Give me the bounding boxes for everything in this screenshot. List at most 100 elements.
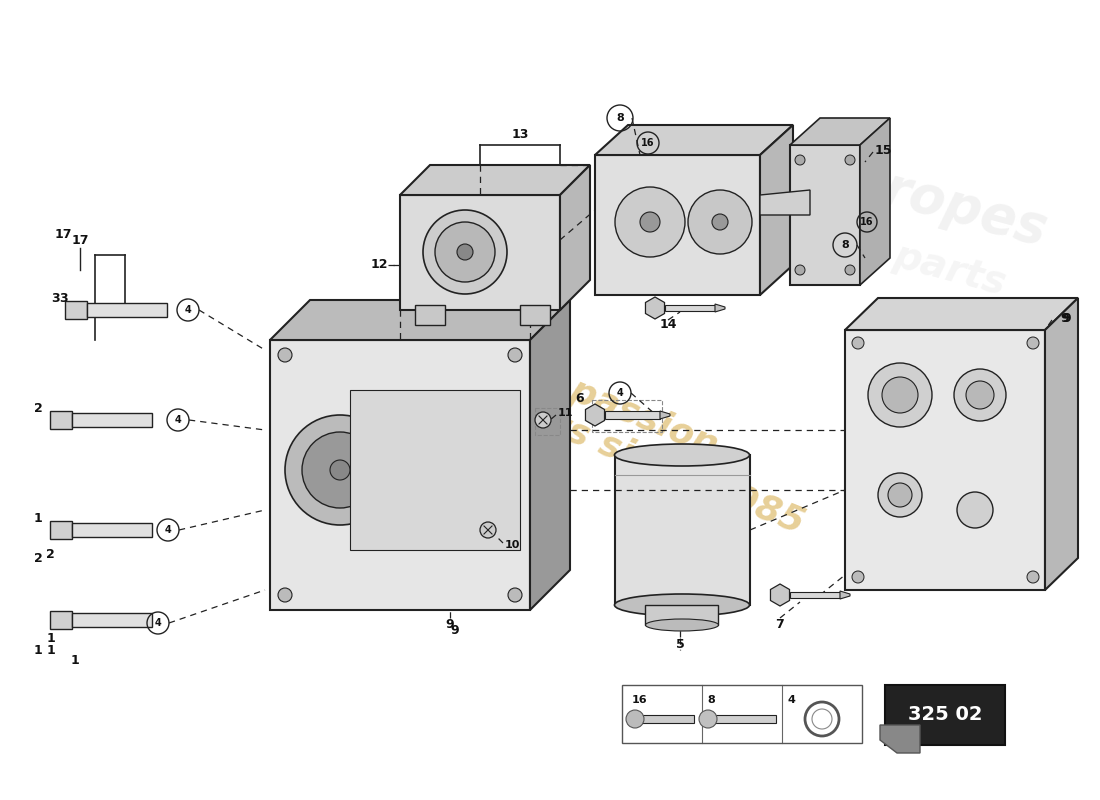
Polygon shape bbox=[760, 125, 793, 295]
Ellipse shape bbox=[646, 619, 718, 631]
Circle shape bbox=[285, 415, 395, 525]
Circle shape bbox=[508, 348, 522, 362]
Circle shape bbox=[434, 222, 495, 282]
Polygon shape bbox=[270, 340, 530, 610]
Polygon shape bbox=[605, 411, 660, 419]
Text: 16: 16 bbox=[632, 695, 648, 705]
Circle shape bbox=[795, 265, 805, 275]
Circle shape bbox=[535, 412, 551, 428]
Polygon shape bbox=[270, 300, 570, 340]
Text: 1: 1 bbox=[46, 631, 55, 645]
Polygon shape bbox=[845, 330, 1045, 590]
Text: 2: 2 bbox=[34, 402, 43, 414]
Polygon shape bbox=[560, 165, 590, 310]
Polygon shape bbox=[50, 611, 72, 629]
Circle shape bbox=[698, 710, 717, 728]
Text: 9: 9 bbox=[446, 618, 454, 631]
Text: 14: 14 bbox=[659, 318, 676, 331]
Polygon shape bbox=[350, 390, 520, 550]
Circle shape bbox=[688, 190, 752, 254]
Circle shape bbox=[845, 265, 855, 275]
Circle shape bbox=[966, 381, 994, 409]
Circle shape bbox=[452, 447, 468, 463]
Polygon shape bbox=[637, 715, 694, 723]
Text: 16: 16 bbox=[860, 217, 873, 227]
Text: 11: 11 bbox=[558, 408, 573, 418]
Polygon shape bbox=[615, 455, 750, 605]
Polygon shape bbox=[400, 165, 590, 195]
Text: 9: 9 bbox=[1062, 311, 1070, 325]
Polygon shape bbox=[585, 404, 605, 426]
Circle shape bbox=[852, 337, 864, 349]
Polygon shape bbox=[790, 118, 890, 145]
Circle shape bbox=[615, 187, 685, 257]
Circle shape bbox=[508, 588, 522, 602]
Polygon shape bbox=[770, 584, 790, 606]
Circle shape bbox=[1027, 337, 1040, 349]
Polygon shape bbox=[840, 591, 850, 599]
Circle shape bbox=[852, 571, 864, 583]
Text: 4: 4 bbox=[788, 695, 796, 705]
Circle shape bbox=[302, 432, 378, 508]
Polygon shape bbox=[65, 301, 87, 319]
Text: 4: 4 bbox=[185, 305, 191, 315]
Text: 4: 4 bbox=[617, 388, 624, 398]
Text: 9: 9 bbox=[1060, 311, 1068, 325]
Text: 7: 7 bbox=[776, 618, 784, 631]
Circle shape bbox=[954, 369, 1007, 421]
Polygon shape bbox=[50, 411, 72, 429]
Text: 8: 8 bbox=[707, 695, 715, 705]
Polygon shape bbox=[710, 715, 776, 723]
Polygon shape bbox=[880, 725, 920, 753]
Text: 16: 16 bbox=[641, 138, 654, 148]
Circle shape bbox=[456, 244, 473, 260]
Circle shape bbox=[878, 473, 922, 517]
Text: 2: 2 bbox=[46, 549, 55, 562]
Text: 2: 2 bbox=[34, 551, 43, 565]
Circle shape bbox=[278, 588, 292, 602]
Text: 4: 4 bbox=[175, 415, 182, 425]
Polygon shape bbox=[530, 300, 570, 610]
Circle shape bbox=[888, 483, 912, 507]
Polygon shape bbox=[790, 145, 860, 285]
Circle shape bbox=[640, 212, 660, 232]
Circle shape bbox=[626, 710, 644, 728]
Bar bbox=[886, 685, 1005, 745]
Polygon shape bbox=[520, 305, 550, 325]
Text: 17: 17 bbox=[72, 234, 89, 246]
Circle shape bbox=[712, 214, 728, 230]
Text: europes: europes bbox=[807, 144, 1053, 256]
Text: 15: 15 bbox=[874, 143, 892, 157]
Text: a passion
for parts since 1985: a passion for parts since 1985 bbox=[417, 319, 824, 541]
Circle shape bbox=[868, 363, 932, 427]
Ellipse shape bbox=[615, 444, 749, 466]
Text: 325 02: 325 02 bbox=[908, 706, 982, 725]
Text: 3: 3 bbox=[59, 291, 68, 305]
Circle shape bbox=[330, 460, 350, 480]
Polygon shape bbox=[845, 298, 1078, 330]
Circle shape bbox=[795, 155, 805, 165]
Polygon shape bbox=[715, 304, 725, 312]
Polygon shape bbox=[87, 303, 167, 317]
Circle shape bbox=[882, 377, 918, 413]
Polygon shape bbox=[72, 413, 152, 427]
Text: 12: 12 bbox=[371, 258, 388, 271]
Text: 10: 10 bbox=[505, 540, 520, 550]
Text: 6: 6 bbox=[575, 391, 584, 405]
Circle shape bbox=[480, 522, 496, 538]
Polygon shape bbox=[860, 118, 890, 285]
Circle shape bbox=[845, 155, 855, 165]
Polygon shape bbox=[646, 297, 664, 319]
Circle shape bbox=[1027, 571, 1040, 583]
Text: 8: 8 bbox=[842, 240, 849, 250]
Text: 9: 9 bbox=[451, 623, 460, 637]
Text: 3: 3 bbox=[51, 291, 59, 305]
Text: 4: 4 bbox=[165, 525, 172, 535]
Circle shape bbox=[424, 210, 507, 294]
Text: 1: 1 bbox=[34, 643, 43, 657]
Text: 1: 1 bbox=[34, 511, 43, 525]
Polygon shape bbox=[660, 411, 670, 419]
Circle shape bbox=[278, 348, 292, 362]
Circle shape bbox=[957, 492, 993, 528]
Polygon shape bbox=[415, 305, 446, 325]
